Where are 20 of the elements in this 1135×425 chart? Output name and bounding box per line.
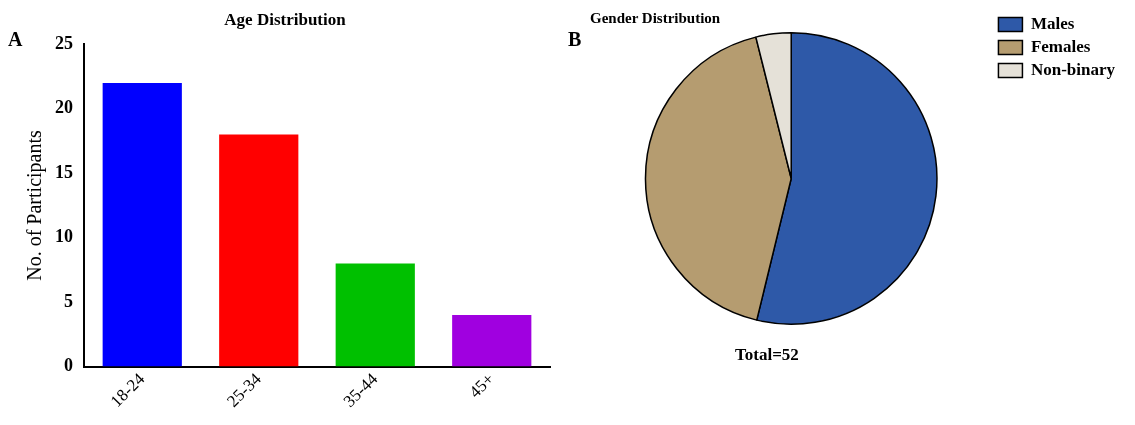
text: A [8, 28, 23, 51]
chart-title: Gender Distribution [590, 9, 721, 26]
legend-label: Females [1030, 36, 1091, 56]
legend-label: Non-binary [1030, 59, 1116, 79]
y-tick-label: 5 [64, 290, 73, 311]
y-tick-label: 10 [55, 226, 73, 247]
legend-label: Males [1030, 13, 1075, 33]
y-tick-label: 15 [55, 161, 73, 182]
text: B [568, 28, 582, 51]
y-axis-title: No. of Participants [23, 129, 47, 281]
text: Total=52 [735, 345, 799, 365]
x-tick-label: 45+ [465, 369, 498, 402]
y-tick-label: 20 [55, 97, 73, 118]
bar [335, 263, 415, 367]
bar [102, 83, 182, 367]
chart-title: Age Distribution [224, 9, 347, 29]
bar [452, 314, 532, 367]
y-tick-label: 0 [64, 355, 73, 376]
y-tick-label: 25 [55, 33, 73, 54]
bar [219, 134, 299, 367]
